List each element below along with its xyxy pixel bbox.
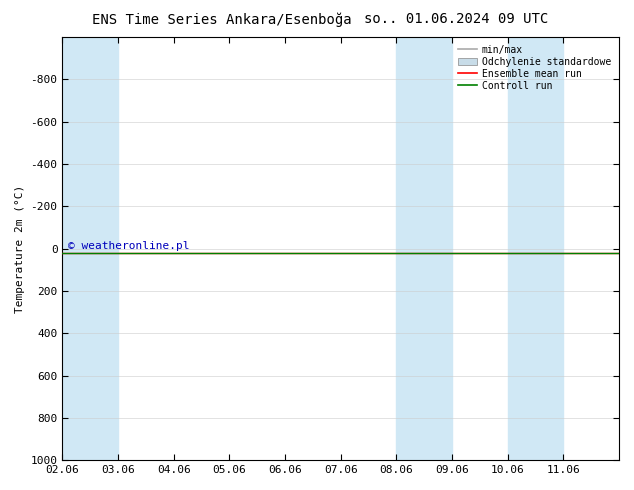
Bar: [62, 37, 118, 460]
Text: so.. 01.06.2024 09 UTC: so.. 01.06.2024 09 UTC: [365, 12, 548, 26]
Bar: [396, 37, 452, 460]
Y-axis label: Temperature 2m (°C): Temperature 2m (°C): [15, 184, 25, 313]
Bar: [508, 37, 564, 460]
Legend: min/max, Odchylenie standardowe, Ensemble mean run, Controll run: min/max, Odchylenie standardowe, Ensembl…: [455, 42, 614, 94]
Text: ENS Time Series Ankara/Esenboğa: ENS Time Series Ankara/Esenboğa: [92, 12, 352, 27]
Text: © weatheronline.pl: © weatheronline.pl: [68, 242, 190, 251]
